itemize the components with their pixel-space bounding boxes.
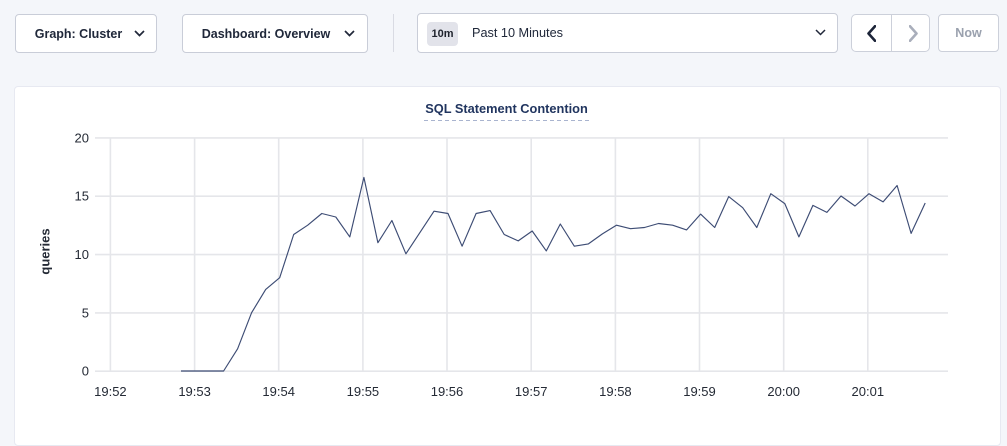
svg-text:20:01: 20:01 [852, 384, 885, 399]
svg-text:19:59: 19:59 [683, 384, 716, 399]
svg-text:19:53: 19:53 [178, 384, 211, 399]
svg-text:0: 0 [82, 364, 89, 379]
svg-text:5: 5 [82, 305, 89, 320]
svg-text:19:58: 19:58 [599, 384, 632, 399]
svg-text:19:55: 19:55 [347, 384, 380, 399]
svg-text:19:52: 19:52 [94, 384, 127, 399]
svg-text:15: 15 [75, 189, 89, 204]
svg-text:19:54: 19:54 [262, 384, 295, 399]
svg-text:19:56: 19:56 [431, 384, 464, 399]
svg-text:19:57: 19:57 [515, 384, 548, 399]
svg-text:10: 10 [75, 247, 89, 262]
svg-text:20:00: 20:00 [767, 384, 800, 399]
svg-text:20: 20 [75, 130, 89, 145]
svg-text:queries: queries [38, 228, 53, 274]
